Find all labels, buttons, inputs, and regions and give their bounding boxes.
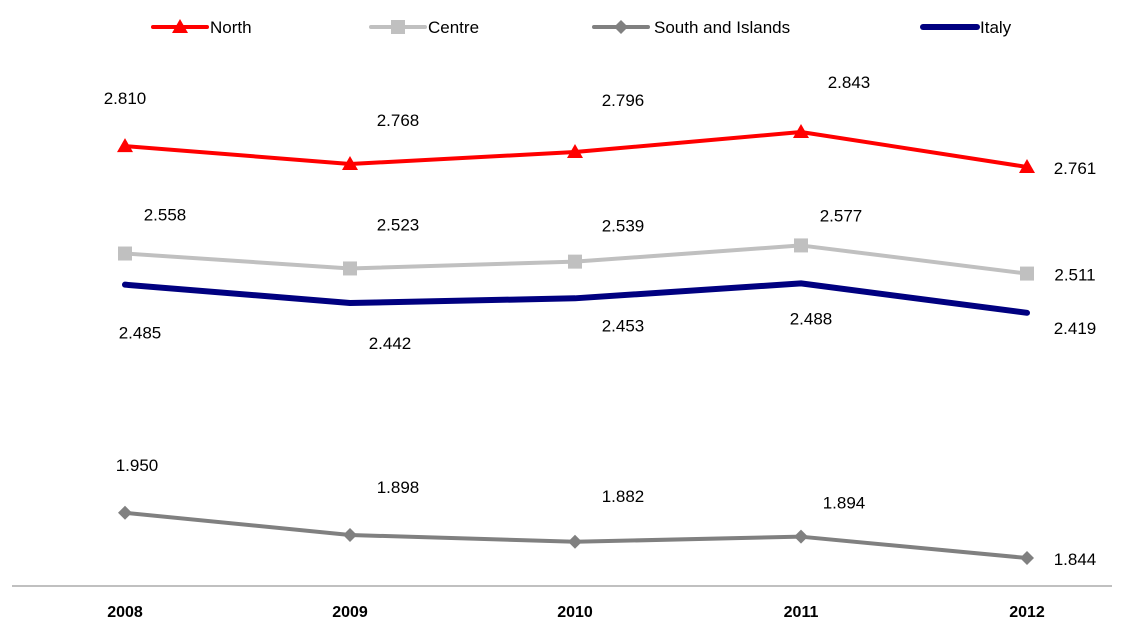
data-label-south-and-islands-2010: 1.882 <box>602 487 645 506</box>
legend-marker-north <box>172 19 188 33</box>
legend-item-centre: Centre <box>369 18 479 37</box>
data-label-north-2011: 2.843 <box>828 73 871 92</box>
series-centre: 2.558 2.523 2.539 2.577 2.511 <box>118 206 1096 285</box>
x-tick-label-2008: 2008 <box>107 604 143 619</box>
legend-marker-south-and-islands <box>614 20 628 34</box>
legend-marker-centre <box>391 20 405 34</box>
data-label-north-2009: 2.768 <box>377 111 420 130</box>
data-point-centre-2008 <box>118 246 132 261</box>
data-point-north-2010 <box>567 144 583 159</box>
legend-label-south-and-islands: South and Islands <box>654 18 790 37</box>
data-label-centre-2010: 2.539 <box>602 217 645 236</box>
data-point-centre-2012 <box>1020 266 1034 281</box>
data-point-south-and-islands-2012 <box>1020 551 1034 565</box>
data-label-italy-2010: 2.453 <box>602 316 645 335</box>
data-label-centre-2011: 2.577 <box>820 206 863 225</box>
x-tick-label-2010: 2010 <box>557 604 593 619</box>
legend-label-italy: Italy <box>980 18 1012 37</box>
data-point-centre-2009 <box>343 261 357 276</box>
data-point-centre-2010 <box>568 254 582 269</box>
data-point-south-and-islands-2008 <box>118 505 132 520</box>
data-label-north-2010: 2.796 <box>602 91 645 110</box>
x-tick-label-2012: 2012 <box>1009 604 1045 619</box>
data-label-south-and-islands-2008: 1.950 <box>116 456 159 475</box>
x-tick-label-2009: 2009 <box>332 604 368 619</box>
data-label-south-and-islands-2009: 1.898 <box>377 478 420 497</box>
series-south-and-islands: 1.950 1.898 1.882 1.894 1.844 <box>116 456 1097 569</box>
data-label-south-and-islands-2011: 1.894 <box>823 494 866 513</box>
data-label-italy-2008: 2.485 <box>119 324 162 343</box>
legend-item-italy: Italy <box>920 18 1012 37</box>
data-label-north-2012: 2.761 <box>1054 159 1097 178</box>
legend-label-north: North <box>210 18 252 37</box>
data-label-south-and-islands-2012: 1.844 <box>1054 550 1097 569</box>
data-label-centre-2012: 2.511 <box>1054 266 1095 285</box>
data-point-north-2008 <box>117 138 133 153</box>
x-axis: 2008 2009 2010 2011 2012 <box>12 585 1112 621</box>
data-label-italy-2009: 2.442 <box>369 334 412 353</box>
data-label-north-2008: 2.810 <box>104 89 147 108</box>
data-label-centre-2008: 2.558 <box>144 206 187 225</box>
data-label-italy-2011: 2.488 <box>790 309 833 328</box>
data-point-centre-2011 <box>794 238 808 253</box>
legend-label-centre: Centre <box>428 18 479 37</box>
data-point-north-2009 <box>342 155 358 170</box>
legend: North Centre South and Islands Italy <box>151 18 1012 37</box>
series-line-italy <box>122 280 1030 316</box>
data-label-italy-2012: 2.419 <box>1054 319 1097 338</box>
data-point-south-and-islands-2009 <box>343 527 357 542</box>
data-label-centre-2009: 2.523 <box>377 215 420 234</box>
series-italy: 2.485 2.442 2.453 2.488 2.419 <box>119 280 1097 353</box>
x-tick-label-2011: 2011 <box>784 604 819 619</box>
legend-item-south-and-islands: South and Islands <box>592 18 790 37</box>
data-point-north-2011 <box>793 124 809 138</box>
data-point-south-and-islands-2011 <box>794 529 808 544</box>
data-point-south-and-islands-2010 <box>568 534 582 549</box>
plot-area: 2.810 2.768 2.796 2.843 2.761 2.558 2.523 2.539… <box>104 73 1097 569</box>
legend-item-north: North <box>151 18 252 37</box>
series-north: 2.810 2.768 2.796 2.843 2.761 <box>104 73 1097 178</box>
series-line-south-and-islands <box>123 510 1029 560</box>
data-point-north-2012 <box>1019 158 1035 173</box>
